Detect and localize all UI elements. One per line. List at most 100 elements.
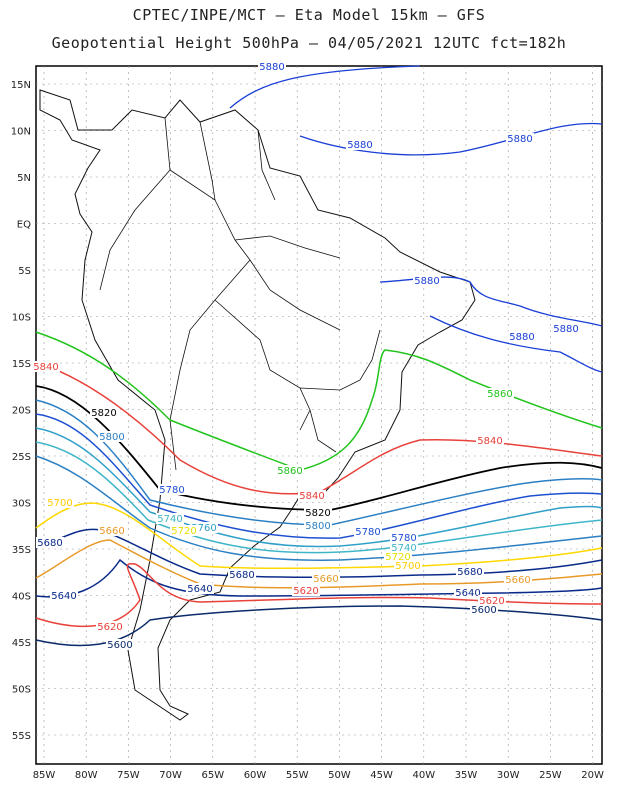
contour-label-bg — [98, 431, 126, 442]
lon-label: 65W — [201, 770, 224, 781]
contour-label: 5880 — [553, 324, 578, 335]
lat-label: 30S — [12, 499, 31, 510]
contour-label-bg — [32, 361, 60, 372]
lon-label: 85W — [33, 770, 56, 781]
contour-label-bg — [228, 569, 256, 580]
lat-label: 45S — [12, 638, 31, 649]
contour-label-bg — [346, 139, 374, 150]
contour-label: 5740 — [157, 514, 182, 525]
lat-label: 5N — [17, 173, 31, 184]
contour-label-bg — [454, 587, 482, 598]
chart-title-line1: CPTEC/INPE/MCT – Eta Model 15km – GFS — [132, 6, 486, 24]
height-contours — [35, 65, 603, 647]
contour-label-bg — [276, 465, 304, 476]
contour-label: 5740 — [391, 543, 416, 554]
contour-label: 5700 — [47, 498, 72, 509]
lat-label: 50S — [12, 685, 31, 696]
lat-label: 10S — [12, 313, 31, 324]
lat-label: 15S — [12, 359, 31, 370]
lon-label: 75W — [117, 770, 140, 781]
lon-label: 35W — [455, 770, 478, 781]
contour-label-bg — [292, 585, 320, 596]
contour-label: 5700 — [395, 561, 420, 572]
contour-label: 5660 — [99, 526, 124, 537]
axis-ticks: 15N 10N 5N EQ 5S 10S 15S 20S 25S 30S 35S 40S 45S 50S 5… — [11, 80, 604, 781]
contour-label-bg — [50, 590, 78, 601]
contour-label: 5840 — [299, 491, 324, 502]
contour-label: 5680 — [229, 570, 254, 581]
lat-label: 20S — [12, 406, 31, 417]
contour-label-bg — [470, 604, 498, 615]
contour-label-bg — [478, 595, 506, 606]
contour-label: 5600 — [471, 605, 496, 616]
contour-label-bg — [98, 525, 126, 536]
contour-label: 5680 — [457, 567, 482, 578]
contour-label-bg — [304, 520, 332, 531]
lon-label: 80W — [75, 770, 98, 781]
contour-label: 5600 — [107, 640, 132, 651]
contour-label-bg — [170, 525, 198, 536]
contour-label: 5880 — [507, 134, 532, 145]
continent-outline — [39, 89, 476, 721]
lon-label: 45W — [370, 770, 393, 781]
lon-label: 60W — [244, 770, 267, 781]
contour-label: 5800 — [99, 432, 124, 443]
contour-label: 5880 — [414, 276, 439, 287]
lon-label: 40W — [412, 770, 435, 781]
contour-label: 5780 — [159, 485, 184, 496]
contour-label: 5780 — [355, 527, 380, 538]
contour-label-bg — [298, 490, 326, 501]
lat-label: 5S — [18, 266, 31, 277]
contour-label-bg — [106, 639, 134, 650]
contour-label-bg — [354, 526, 382, 537]
contour-label: 5640 — [455, 588, 480, 599]
contour-label-bg — [384, 551, 412, 562]
contour-label: 5840 — [477, 436, 502, 447]
contour-label: 5760 — [191, 523, 216, 534]
contour-label: 5660 — [313, 574, 338, 585]
contour-label: 5880 — [347, 140, 372, 151]
contour-label: 5780 — [391, 533, 416, 544]
contour-label: 5620 — [97, 622, 122, 633]
contour-label: 5680 — [37, 538, 62, 549]
contour-label-bg — [506, 133, 534, 144]
contour-label: 5660 — [505, 575, 530, 586]
contour-label: 5640 — [187, 584, 212, 595]
graticule — [36, 66, 602, 764]
contour-label: 5860 — [277, 466, 302, 477]
contour-label: 5860 — [487, 389, 512, 400]
contour-label-bg — [390, 532, 418, 543]
lat-label: 15N — [11, 80, 31, 91]
contour-label: 5620 — [479, 596, 504, 607]
contour-label: 5720 — [171, 526, 196, 537]
contour-label: 5840 — [33, 362, 58, 373]
lat-label: 25S — [12, 452, 31, 463]
contour-label: 5720 — [385, 552, 410, 563]
contour-label-bg — [508, 331, 536, 342]
contour-label-bg — [46, 497, 74, 508]
contour-label-bg — [456, 566, 484, 577]
contour-label-bg — [413, 275, 441, 286]
contour-label-bg — [504, 574, 532, 585]
contour-label-bg — [156, 513, 184, 524]
contour-label-bg — [158, 484, 186, 495]
lon-label: 25W — [539, 770, 562, 781]
contour-label: 5880 — [259, 62, 284, 73]
contour-label-bg — [394, 560, 422, 571]
contour-label-bg — [186, 583, 214, 594]
contour-label-bg — [486, 388, 514, 399]
contour-label-bg — [36, 537, 64, 548]
contour-label-bg — [304, 507, 332, 518]
country-borders — [99, 117, 381, 471]
lon-label: 20W — [581, 770, 604, 781]
lat-label: 35S — [12, 545, 31, 556]
contour-labels: 5880 5880 5880 5880 5880 5880 5860 5860 5840 5840… — [32, 61, 580, 651]
contour-label-bg — [258, 61, 286, 72]
lon-label: 50W — [328, 770, 351, 781]
lon-label: 70W — [159, 770, 182, 781]
contour-label-bg — [476, 435, 504, 446]
chart-title-line2: Geopotential Height 500hPa – 04/05/2021 … — [51, 34, 567, 52]
contour-label-bg — [96, 621, 124, 632]
map-frame — [35, 65, 603, 765]
lon-label: 30W — [497, 770, 520, 781]
